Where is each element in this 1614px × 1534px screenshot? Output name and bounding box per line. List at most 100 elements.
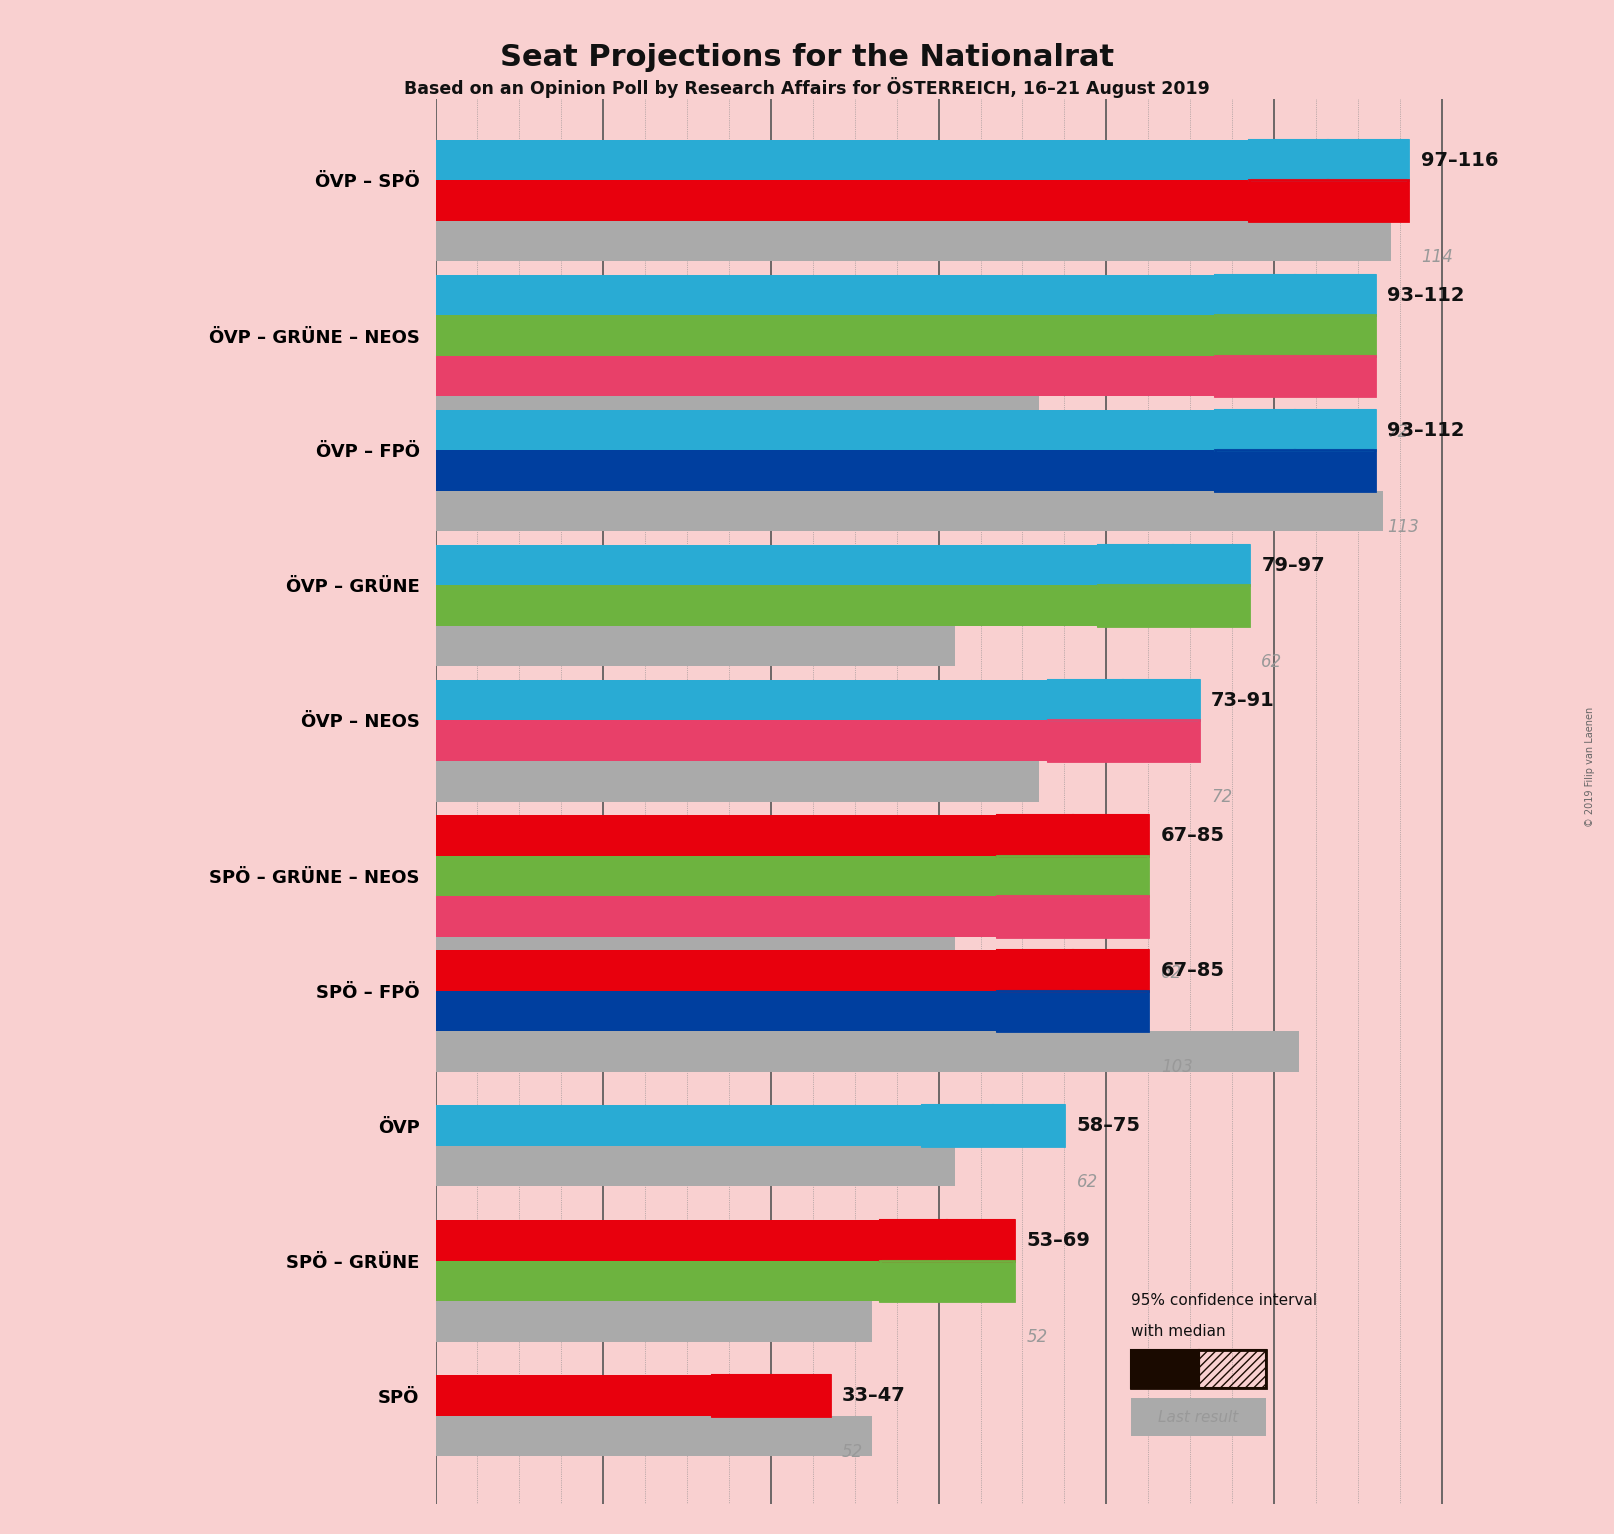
Text: Last result: Last result — [1159, 1410, 1238, 1425]
Bar — [1073, 896, 1148, 937]
Bar — [436, 1261, 880, 1301]
Bar — [880, 1261, 1014, 1301]
Bar — [997, 991, 1073, 1031]
Bar — [436, 1301, 872, 1342]
Text: 67–85: 67–85 — [1160, 960, 1225, 980]
Text: 93–112: 93–112 — [1386, 420, 1464, 440]
Bar — [436, 721, 1047, 761]
Bar — [436, 316, 1215, 356]
Bar — [1215, 451, 1294, 491]
Bar — [1249, 181, 1328, 221]
Bar — [947, 1261, 1014, 1301]
Text: Seat Projections for the Nationalrat: Seat Projections for the Nationalrat — [500, 43, 1114, 72]
Bar — [1215, 316, 1375, 356]
Bar — [436, 275, 1215, 316]
Bar — [1215, 410, 1294, 451]
Text: 73–91: 73–91 — [1210, 690, 1275, 710]
Bar — [997, 815, 1073, 856]
Bar — [436, 1106, 922, 1146]
Bar — [1131, 1399, 1265, 1436]
Bar — [436, 680, 1047, 721]
Bar — [436, 545, 1098, 586]
Text: 95% confidence interval: 95% confidence interval — [1131, 1293, 1317, 1309]
Text: 72: 72 — [1386, 423, 1409, 442]
Bar — [1249, 140, 1328, 181]
Bar — [997, 991, 1148, 1031]
Text: 72: 72 — [1210, 788, 1233, 805]
Bar — [436, 1031, 1299, 1072]
Bar — [997, 896, 1148, 937]
Bar — [1123, 721, 1199, 761]
Bar — [997, 856, 1073, 896]
Bar — [1215, 356, 1375, 396]
Text: 113: 113 — [1386, 518, 1419, 535]
Text: © 2019 Filip van Laenen: © 2019 Filip van Laenen — [1585, 707, 1595, 827]
Bar — [1294, 275, 1375, 316]
Bar — [880, 1261, 947, 1301]
Bar — [436, 856, 997, 896]
Bar — [1249, 140, 1407, 181]
Bar — [436, 451, 1215, 491]
Bar — [1328, 181, 1407, 221]
Text: 114: 114 — [1420, 249, 1453, 265]
Bar — [1249, 181, 1407, 221]
Bar — [1215, 275, 1375, 316]
Bar — [1047, 721, 1199, 761]
Bar — [436, 896, 997, 937]
Text: 52: 52 — [1027, 1328, 1047, 1347]
Text: 62: 62 — [1077, 1174, 1098, 1190]
Bar — [1131, 1350, 1199, 1388]
Bar — [1294, 316, 1375, 356]
Bar — [1215, 275, 1294, 316]
Bar — [1173, 586, 1249, 626]
Bar — [1173, 545, 1249, 586]
Bar — [1215, 316, 1294, 356]
Text: 62: 62 — [1262, 653, 1283, 670]
Bar — [1215, 410, 1375, 451]
Bar — [1073, 856, 1148, 896]
Text: 93–112: 93–112 — [1386, 285, 1464, 305]
Bar — [1294, 451, 1375, 491]
Bar — [1294, 410, 1375, 451]
Bar — [880, 1220, 1014, 1261]
Bar — [436, 937, 955, 977]
Bar — [997, 950, 1148, 991]
Bar — [712, 1376, 830, 1416]
Bar — [997, 950, 1073, 991]
Bar — [1098, 545, 1249, 586]
Bar — [1047, 680, 1199, 721]
Bar — [1047, 680, 1123, 721]
Bar — [1047, 721, 1123, 761]
Bar — [436, 991, 997, 1031]
Text: 58–75: 58–75 — [1077, 1117, 1141, 1135]
Bar — [436, 181, 1249, 221]
Bar — [993, 1106, 1064, 1146]
Bar — [1098, 586, 1173, 626]
Bar — [436, 410, 1215, 451]
Bar — [436, 491, 1383, 531]
Text: 79–97: 79–97 — [1262, 555, 1325, 575]
Bar — [1098, 586, 1249, 626]
Bar — [997, 815, 1148, 856]
Text: Based on an Opinion Poll by Research Affairs for ÖSTERREICH, 16–21 August 2019: Based on an Opinion Poll by Research Aff… — [404, 77, 1210, 98]
Text: 62: 62 — [1160, 963, 1181, 982]
Bar — [1328, 140, 1407, 181]
Text: with median: with median — [1131, 1324, 1227, 1339]
Bar — [1073, 991, 1148, 1031]
Bar — [436, 761, 1039, 801]
Bar — [436, 586, 1098, 626]
Text: 103: 103 — [1160, 1058, 1193, 1075]
Bar — [436, 1220, 880, 1261]
Text: 52: 52 — [843, 1443, 863, 1460]
Text: 67–85: 67–85 — [1160, 825, 1225, 845]
Bar — [436, 950, 997, 991]
Bar — [1123, 680, 1199, 721]
Bar — [436, 221, 1391, 261]
Bar — [436, 815, 997, 856]
Bar — [436, 1146, 955, 1186]
Bar — [436, 140, 1249, 181]
Bar — [997, 856, 1148, 896]
Bar — [771, 1376, 830, 1416]
Text: 97–116: 97–116 — [1420, 150, 1498, 170]
Text: 53–69: 53–69 — [1027, 1230, 1091, 1250]
